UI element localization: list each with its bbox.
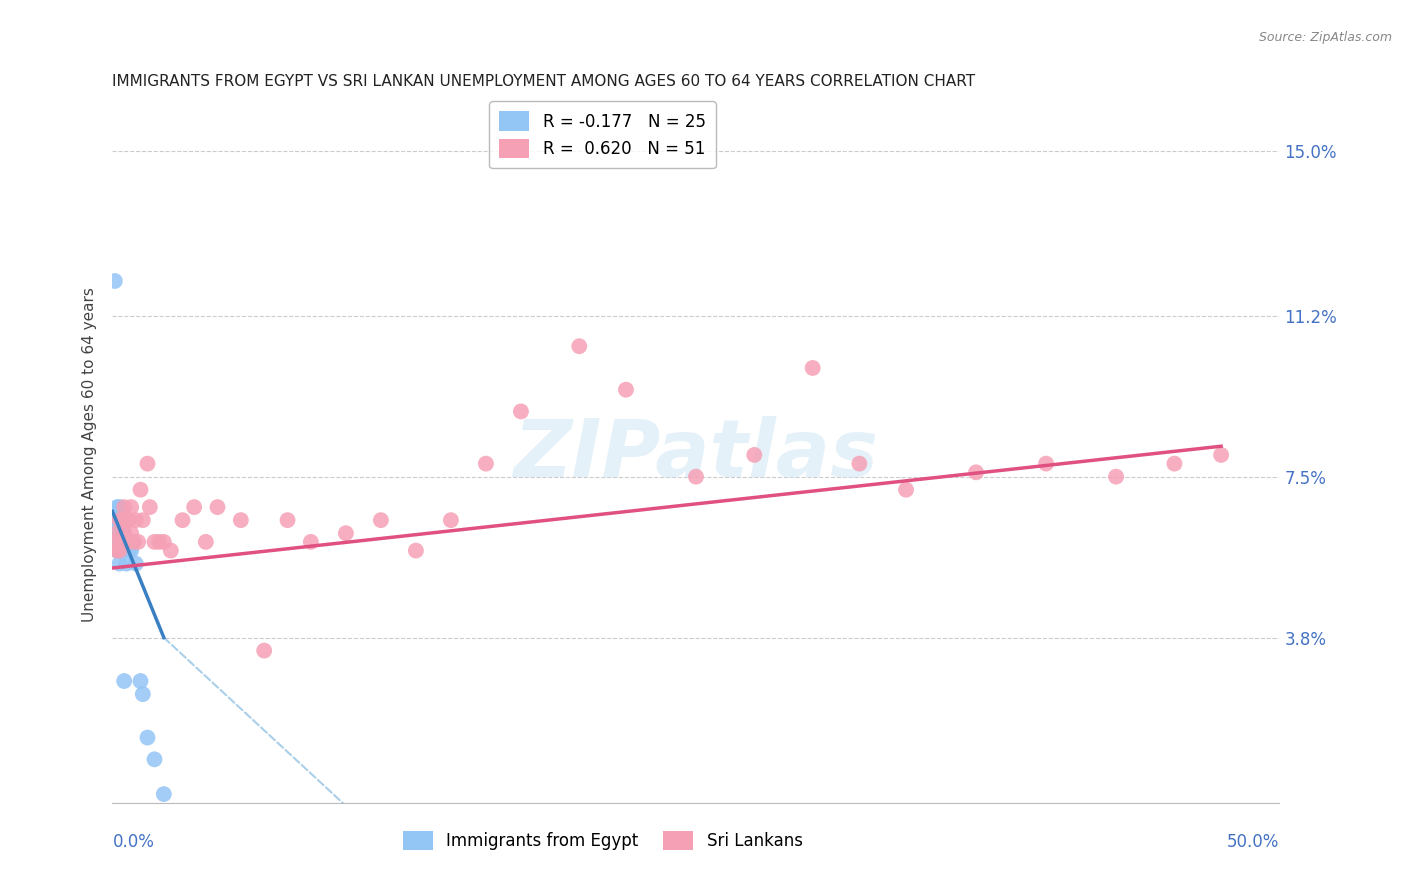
- Point: [335, 526, 357, 541]
- Text: IMMIGRANTS FROM EGYPT VS SRI LANKAN UNEMPLOYMENT AMONG AGES 60 TO 64 YEARS CORRE: IMMIGRANTS FROM EGYPT VS SRI LANKAN UNEM…: [112, 74, 976, 89]
- Point: [105, 543, 128, 558]
- Point: [115, 557, 138, 571]
- Point: [405, 543, 427, 558]
- Point: [118, 513, 141, 527]
- Text: 0.0%: 0.0%: [112, 833, 155, 851]
- Point: [105, 543, 128, 558]
- Point: [122, 534, 145, 549]
- Point: [120, 526, 142, 541]
- Point: [965, 466, 987, 480]
- Point: [276, 513, 298, 527]
- Point: [120, 543, 142, 558]
- Y-axis label: Unemployment Among Ages 60 to 64 years: Unemployment Among Ages 60 to 64 years: [82, 287, 97, 623]
- Point: [129, 674, 152, 689]
- Point: [1105, 469, 1128, 483]
- Point: [111, 513, 134, 527]
- Point: [253, 643, 276, 657]
- Point: [1035, 457, 1057, 471]
- Point: [132, 513, 155, 527]
- Point: [509, 404, 531, 418]
- Point: [801, 360, 824, 375]
- Point: [125, 513, 148, 527]
- Point: [744, 448, 766, 462]
- Point: [120, 500, 142, 514]
- Point: [1163, 457, 1185, 471]
- Point: [104, 274, 127, 288]
- Point: [105, 534, 128, 549]
- Point: [112, 513, 135, 527]
- Point: [299, 534, 322, 549]
- Point: [112, 526, 135, 541]
- Point: [568, 339, 591, 353]
- Point: [136, 457, 159, 471]
- Point: [1209, 448, 1232, 462]
- Point: [183, 500, 205, 514]
- Point: [132, 687, 155, 701]
- Point: [115, 513, 138, 527]
- Point: [118, 543, 141, 558]
- Point: [153, 787, 176, 801]
- Text: Source: ZipAtlas.com: Source: ZipAtlas.com: [1258, 31, 1392, 45]
- Point: [115, 534, 138, 549]
- Point: [894, 483, 917, 497]
- Point: [136, 731, 159, 745]
- Point: [112, 500, 135, 514]
- Point: [108, 557, 131, 571]
- Point: [105, 526, 128, 541]
- Point: [108, 500, 131, 514]
- Point: [104, 513, 127, 527]
- Point: [104, 534, 127, 549]
- Point: [111, 526, 134, 541]
- Point: [125, 557, 148, 571]
- Point: [127, 534, 149, 549]
- Point: [108, 543, 131, 558]
- Text: 50.0%: 50.0%: [1227, 833, 1279, 851]
- Point: [614, 383, 637, 397]
- Text: ZIPatlas: ZIPatlas: [513, 416, 879, 494]
- Point: [148, 534, 170, 549]
- Point: [105, 522, 128, 536]
- Point: [115, 534, 138, 549]
- Point: [122, 534, 145, 549]
- Point: [229, 513, 252, 527]
- Point: [129, 483, 152, 497]
- Legend: Immigrants from Egypt, Sri Lankans: Immigrants from Egypt, Sri Lankans: [396, 824, 810, 857]
- Point: [370, 513, 392, 527]
- Point: [475, 457, 498, 471]
- Point: [440, 513, 463, 527]
- Point: [139, 500, 162, 514]
- Point: [685, 469, 707, 483]
- Point: [108, 513, 131, 527]
- Point: [112, 526, 135, 541]
- Point: [207, 500, 229, 514]
- Point: [111, 534, 134, 549]
- Point: [112, 674, 135, 689]
- Point: [105, 500, 128, 514]
- Point: [172, 513, 194, 527]
- Point: [848, 457, 870, 471]
- Point: [111, 513, 134, 527]
- Point: [194, 534, 217, 549]
- Point: [143, 534, 166, 549]
- Point: [160, 543, 183, 558]
- Point: [143, 752, 166, 766]
- Point: [108, 513, 131, 527]
- Point: [153, 534, 176, 549]
